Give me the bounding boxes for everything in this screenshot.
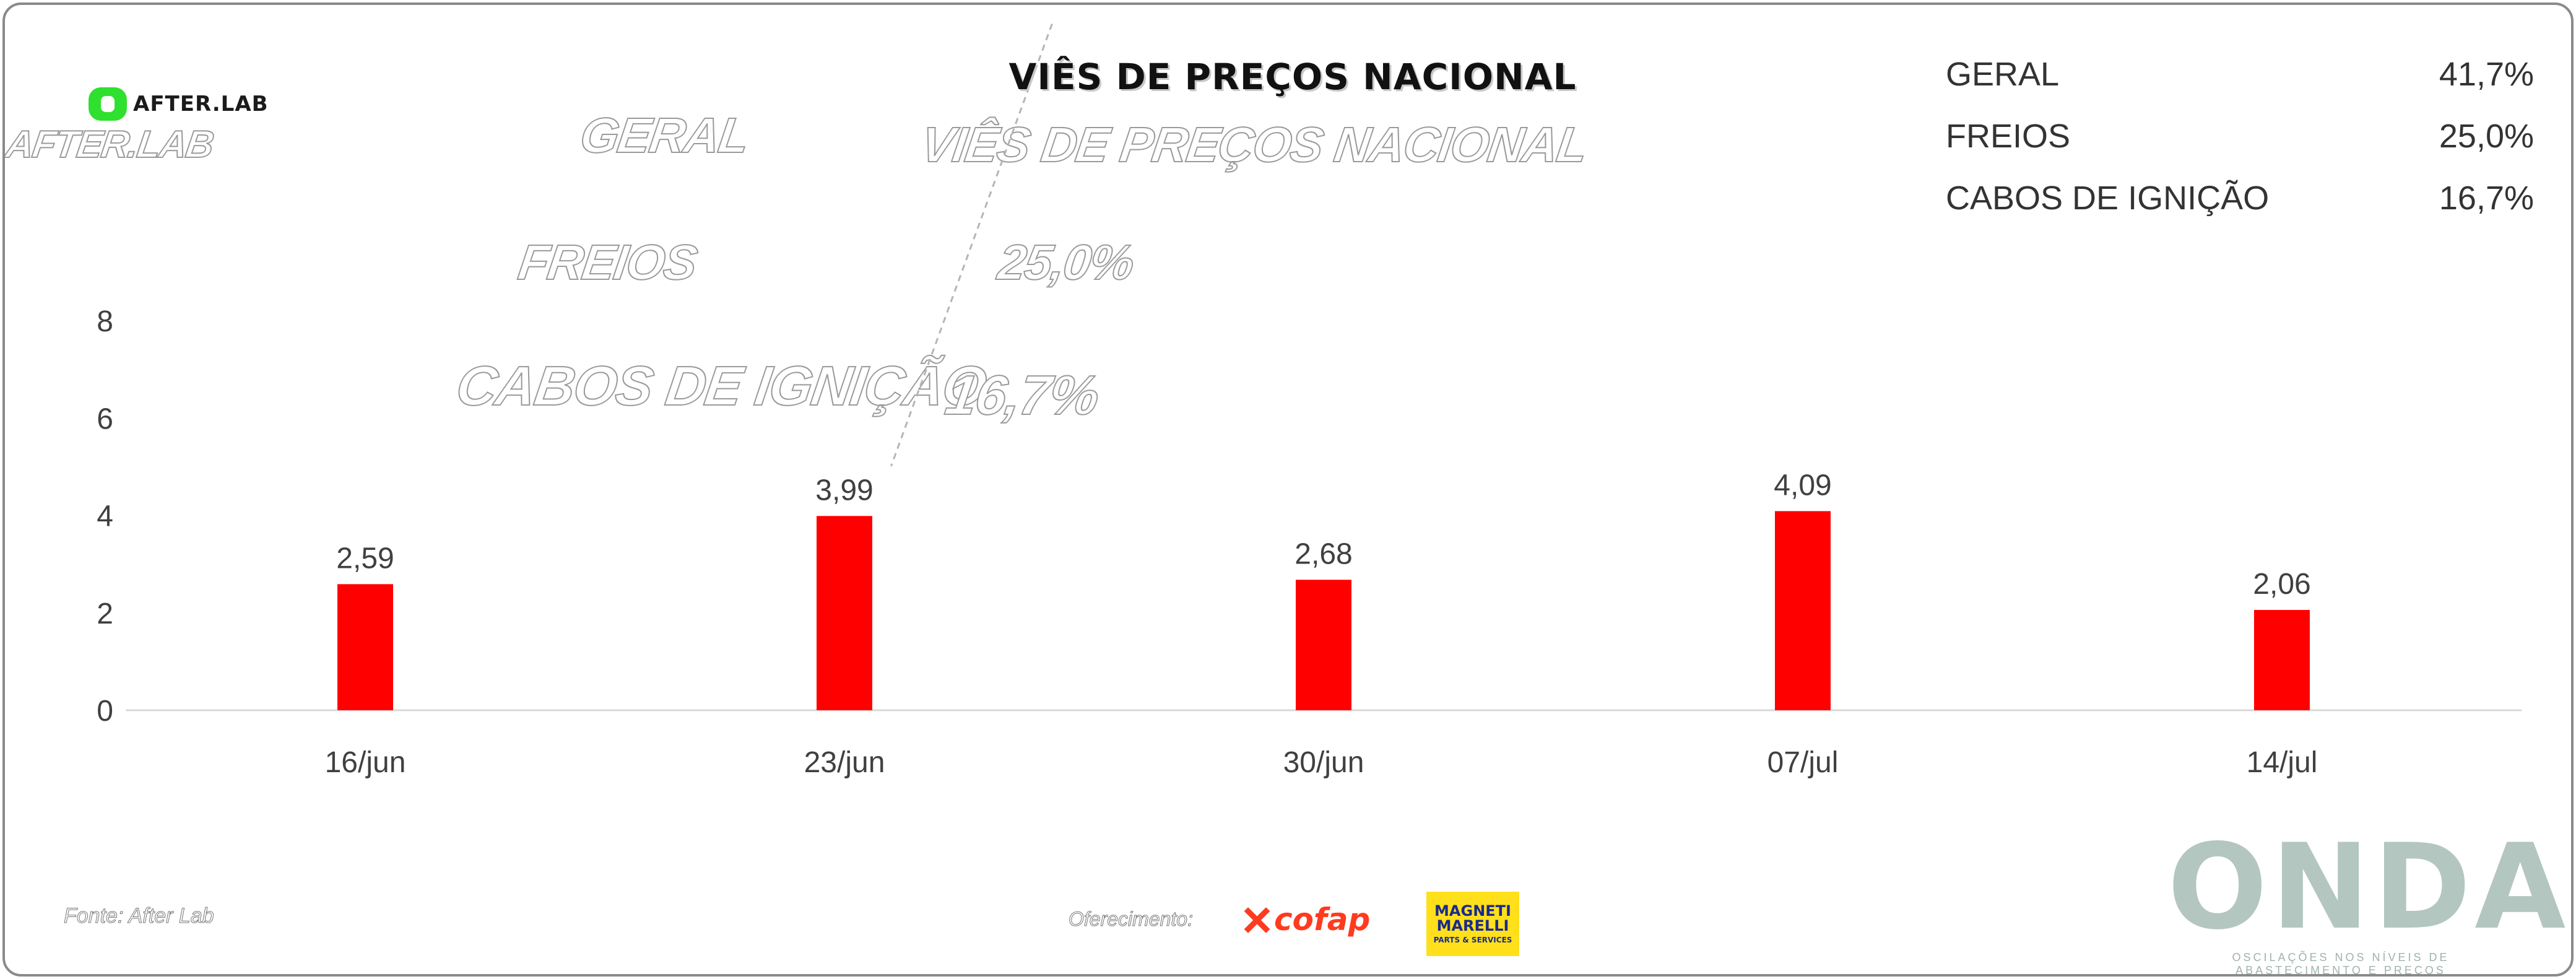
stat-row-cabos: CABOS DE IGNIÇÃO 16,7% [1946, 167, 2534, 229]
x-tick-label: 07/jul [1767, 746, 1839, 779]
stat-row-geral: GERAL 41,7% [1946, 43, 2534, 105]
magneti-marelli-logo: MAGNETI MARELLI PARTS & SERVICES [1426, 892, 1519, 956]
y-tick-label: 6 [97, 402, 113, 435]
bar-value-label: 4,09 [1774, 469, 1831, 502]
cofap-x-icon [1243, 906, 1270, 933]
stats-panel: GERAL 41,7% FREIOS 25,0% CABOS DE IGNIÇÃ… [1946, 43, 2534, 229]
onda-tagline: OSCILAÇÕES NOS NÍVEIS DE ABASTECIMENTO E… [2232, 951, 2450, 977]
stat-value: 16,7% [2439, 180, 2534, 217]
bar [1775, 511, 1831, 710]
source-note: Fonte: After Lab [64, 904, 215, 928]
afterlab-logo-text: AFTER.LAB [133, 92, 269, 116]
cofap-logo: cofap [1243, 902, 1370, 938]
stat-label: CABOS DE IGNIÇÃO [1946, 180, 2270, 217]
y-tick-label: 4 [97, 500, 113, 533]
y-tick-label: 2 [97, 598, 113, 630]
mm-logo-subtext: PARTS & SERVICES [1433, 936, 1512, 944]
sponsor-label: Oferecimento: [1069, 908, 1194, 931]
x-tick-label: 16/jun [325, 746, 406, 779]
onda-logo-text: ONDA [2167, 819, 2570, 955]
afterlab-logo-icon [89, 87, 127, 121]
bar-value-label: 2,68 [1295, 537, 1352, 570]
bar-chart: 0 2 4 6 8 2,59 16/jun 3,99 23/jun 2,68 30/jun 4,09 0… [97, 305, 2522, 779]
bar [2254, 610, 2310, 710]
x-tick-label: 30/jun [1283, 746, 1364, 779]
stat-label: FREIOS [1946, 118, 2071, 155]
stat-row-freios: FREIOS 25,0% [1946, 105, 2534, 167]
bar [817, 516, 872, 710]
bar-value-label: 3,99 [815, 474, 873, 507]
mm-logo-text: MAGNETI MARELLI [1434, 902, 1511, 934]
chart-title: VIÊS DE PREÇOS NACIONAL [1008, 56, 1577, 98]
bar [1296, 580, 1351, 710]
stat-value: 25,0% [2439, 118, 2534, 155]
cofap-logo-text: cofap [1274, 902, 1371, 938]
y-tick-label: 8 [97, 305, 113, 338]
afterlab-logo: AFTER.LAB [89, 85, 269, 123]
x-tick-label: 14/jul [2247, 746, 2318, 779]
y-tick-label: 0 [97, 695, 113, 728]
stat-label: GERAL [1946, 56, 2060, 93]
stat-value: 41,7% [2439, 56, 2534, 93]
bar [337, 584, 393, 710]
bar-value-label: 2,06 [2253, 568, 2310, 601]
bar-value-label: 2,59 [336, 542, 394, 575]
x-tick-label: 23/jun [804, 746, 885, 779]
onda-logo: ONDA OSCILAÇÕES NOS NÍVEIS DE ABASTECIME… [2167, 819, 2570, 977]
